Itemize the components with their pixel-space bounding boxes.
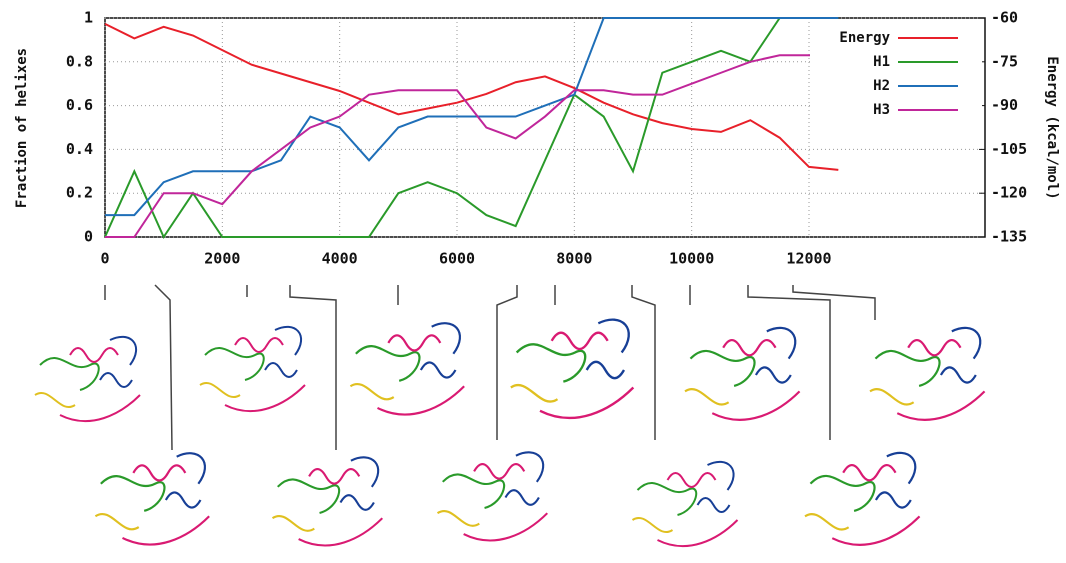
y-tick-label: 0.6 (66, 96, 93, 114)
y2-tick-label: -60 (991, 9, 1018, 27)
y2-tick-label: -120 (991, 184, 1027, 202)
series-line (105, 17, 839, 217)
y-tick-label: 0 (84, 228, 93, 246)
series-line (104, 22, 839, 171)
x-tick-label: 6000 (439, 250, 475, 268)
series-line (104, 17, 839, 240)
legend-background (810, 51, 982, 74)
y-axis-title: Fraction of helixes (14, 48, 30, 208)
connectors (104, 284, 876, 451)
legend-background (810, 75, 982, 98)
structures (33, 318, 986, 548)
x-tick-label: 4000 (322, 250, 358, 268)
legend-label: Energy (839, 30, 890, 46)
y2-tick-label: -90 (991, 96, 1018, 114)
legend-label: H1 (873, 54, 890, 70)
series-line (105, 54, 839, 238)
x-tick-label: 10000 (669, 250, 714, 268)
y2-axis-title: Energy (kcal/mol) (1044, 56, 1060, 199)
y-tick-label: 0.4 (66, 140, 93, 158)
y2-tick-label: -135 (991, 228, 1027, 246)
legend-label: H3 (873, 102, 890, 118)
y2-tick-label: -75 (991, 52, 1018, 70)
x-tick-label: 8000 (556, 250, 592, 268)
x-tick-label: 0 (100, 250, 109, 268)
y-tick-label: 0.8 (66, 52, 93, 70)
y-tick-label: 0.2 (66, 184, 93, 202)
y2-tick-label: -105 (991, 140, 1027, 158)
legend-label: H2 (873, 78, 890, 94)
y-tick-label: 1 (84, 9, 93, 27)
plot-frame (104, 17, 986, 238)
x-tick-label: 2000 (204, 250, 240, 268)
x-tick-label: 12000 (786, 250, 831, 268)
legend-background (810, 27, 982, 50)
legend-background (810, 99, 982, 122)
